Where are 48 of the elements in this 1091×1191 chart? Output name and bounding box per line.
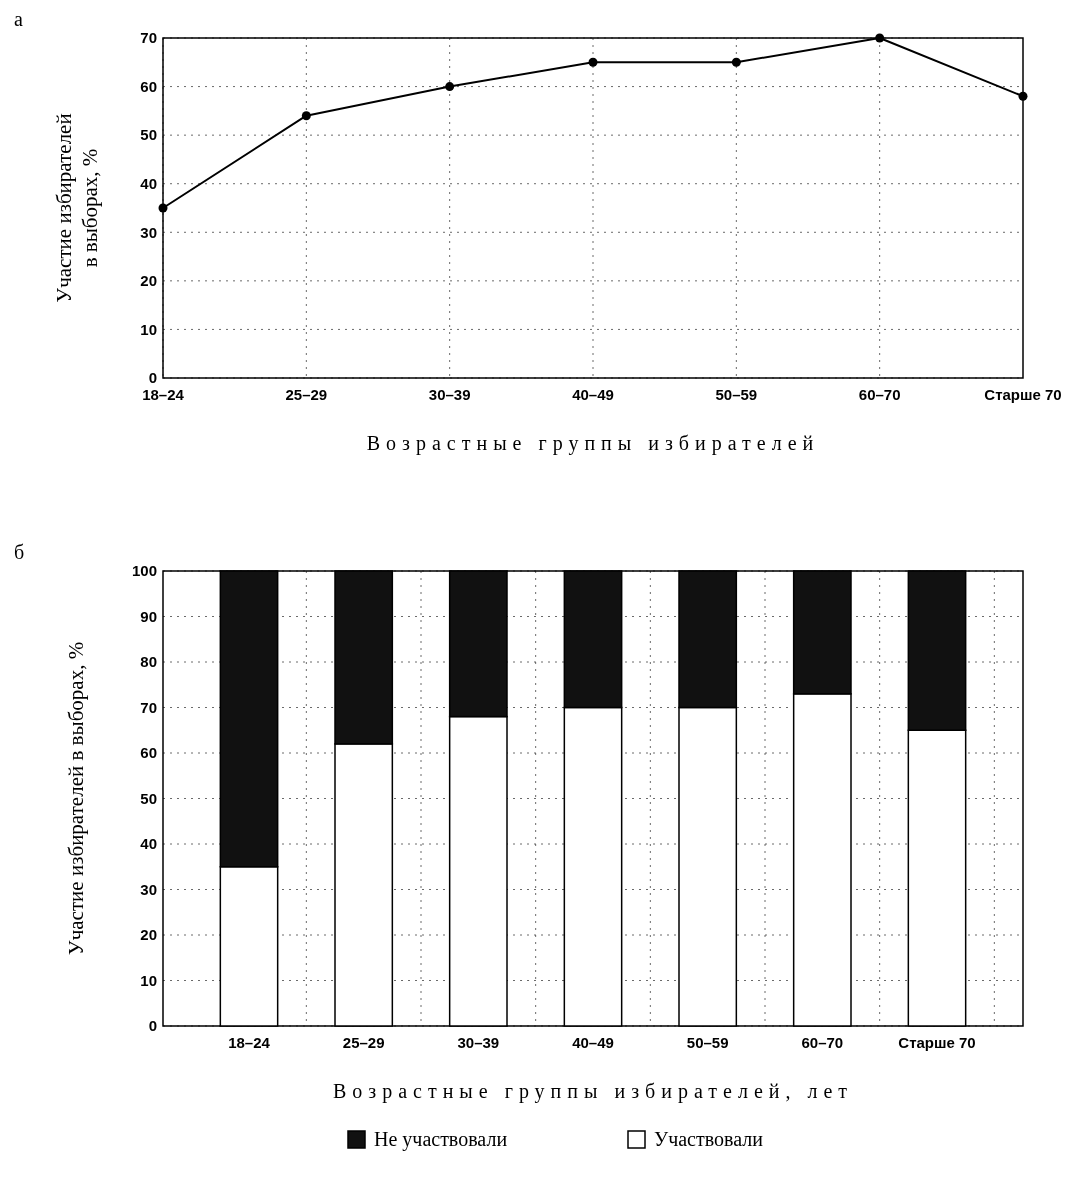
y-axis-title: Участие избирателей в выборах, % bbox=[64, 641, 88, 956]
y-tick-label: 70 bbox=[140, 698, 157, 716]
point bbox=[158, 203, 168, 213]
x-tick-label: 60–70 bbox=[801, 1034, 844, 1051]
y-tick-label: 10 bbox=[140, 320, 157, 338]
y-axis-title: Участие избирателей в выборах, % bbox=[52, 113, 102, 303]
x-tick-label: 60–70 bbox=[858, 386, 901, 403]
y-tick-label: 70 bbox=[140, 29, 157, 47]
x-tick-label: 25–29 bbox=[285, 386, 328, 403]
y-tick-label: 20 bbox=[140, 926, 157, 944]
y-tick-label: 50 bbox=[140, 126, 157, 144]
y-tick-label: 80 bbox=[140, 653, 157, 671]
x-tick-label: 50–59 bbox=[715, 386, 758, 403]
x-tick-label: 40–49 bbox=[572, 1034, 614, 1051]
point bbox=[588, 57, 598, 67]
y-tick-label: 90 bbox=[140, 607, 157, 625]
point bbox=[1018, 91, 1028, 101]
point bbox=[875, 33, 885, 43]
chart-title: б bbox=[14, 541, 25, 563]
y-tick-label: 10 bbox=[140, 971, 157, 989]
y-tick-label: 100 bbox=[131, 562, 157, 580]
y-tick-label: 60 bbox=[140, 77, 157, 95]
x-tick-label: 18–24 bbox=[228, 1034, 271, 1051]
y-tick-label: 50 bbox=[140, 789, 157, 807]
y-tick-label: 40 bbox=[140, 174, 157, 192]
y-tick-label: 20 bbox=[140, 272, 157, 290]
legend-label: Не участвовали bbox=[374, 1128, 508, 1151]
x-tick-label: 25–29 bbox=[342, 1034, 385, 1051]
point bbox=[731, 57, 741, 67]
y-tick-label: 30 bbox=[140, 223, 157, 241]
y-tick-label: 60 bbox=[140, 744, 157, 762]
x-tick-label: Старше 70 bbox=[898, 1034, 976, 1051]
x-tick-label: 40–49 bbox=[572, 386, 614, 403]
x-tick-label: 30–39 bbox=[457, 1034, 500, 1051]
x-tick-label: Старше 70 bbox=[984, 386, 1062, 403]
x-tick-label: 18–24 bbox=[142, 386, 185, 403]
legend-label: Участвовали bbox=[654, 1128, 764, 1150]
chart-title: а bbox=[14, 8, 23, 30]
y-tick-label: 30 bbox=[140, 880, 157, 898]
x-tick-label: 50–59 bbox=[686, 1034, 729, 1051]
x-axis-title: Возрастные группы избирателей bbox=[366, 432, 820, 455]
x-tick-label: 30–39 bbox=[428, 386, 471, 403]
y-tick-label: 40 bbox=[140, 835, 157, 853]
point bbox=[445, 82, 455, 92]
y-tick-label: 0 bbox=[148, 369, 157, 387]
point bbox=[301, 111, 311, 121]
x-axis-title: Возрастные группы избирателей, лет bbox=[332, 1080, 854, 1103]
y-tick-label: 0 bbox=[148, 1017, 157, 1035]
